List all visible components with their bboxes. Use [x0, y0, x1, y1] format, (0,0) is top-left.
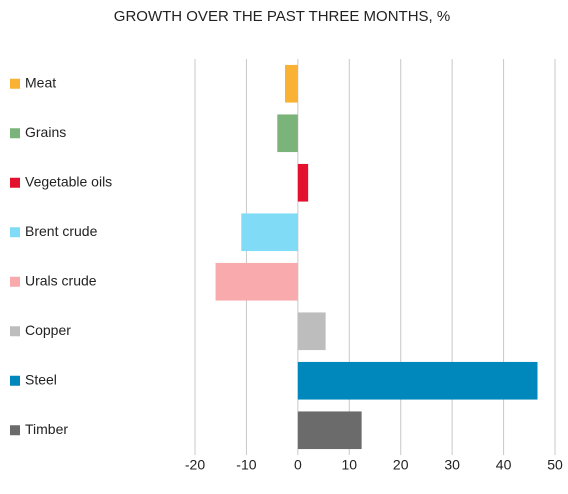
bar: [277, 114, 298, 153]
category-label: Brent crude: [25, 223, 98, 239]
category-label: Steel: [25, 371, 57, 387]
bar: [297, 312, 326, 351]
bar: [297, 163, 309, 202]
legend-swatch: [10, 375, 20, 386]
category-label: Urals crude: [25, 272, 97, 288]
x-tick-label: 20: [393, 457, 409, 473]
x-tick-label: 40: [496, 457, 512, 473]
legend-swatch: [10, 177, 20, 188]
bar: [215, 262, 298, 301]
bar: [297, 411, 362, 450]
legend-swatch: [10, 276, 20, 287]
x-tick-label: -20: [185, 457, 205, 473]
legend-swatch: [10, 425, 20, 436]
category-label: Copper: [25, 322, 71, 338]
legend-swatch: [10, 128, 20, 139]
x-tick-label: -10: [236, 457, 256, 473]
category-label: Meat: [25, 74, 56, 90]
legend-swatch: [10, 326, 20, 337]
chart-title: GROWTH OVER THE PAST THREE MONTHS, %: [114, 8, 450, 25]
x-tick-label: 0: [294, 457, 302, 473]
category-label: Vegetable oils: [25, 173, 112, 189]
x-tick-label: 50: [547, 457, 563, 473]
x-tick-label: 10: [341, 457, 357, 473]
legend-swatch: [10, 78, 20, 89]
bar: [297, 361, 538, 400]
category-label: Timber: [25, 421, 68, 437]
x-tick-label: 30: [444, 457, 460, 473]
legend-swatch: [10, 227, 20, 238]
bar: [285, 64, 298, 103]
category-label: Grains: [25, 124, 66, 140]
bar: [241, 213, 298, 252]
